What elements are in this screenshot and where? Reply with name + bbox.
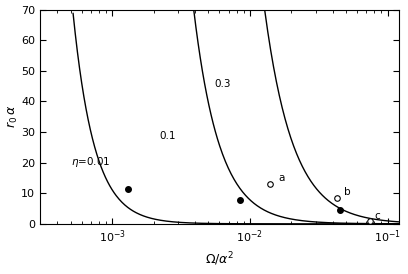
Text: b: b: [344, 187, 350, 197]
Text: a: a: [278, 173, 284, 182]
Text: c: c: [374, 211, 380, 221]
Text: 0.1: 0.1: [159, 131, 176, 141]
Y-axis label: $r_0\,\alpha$: $r_0\,\alpha$: [6, 105, 20, 128]
Text: $\eta$=0.01: $\eta$=0.01: [71, 155, 110, 169]
Text: 0.3: 0.3: [214, 79, 231, 89]
X-axis label: $\Omega/\alpha^2$: $\Omega/\alpha^2$: [205, 251, 234, 269]
